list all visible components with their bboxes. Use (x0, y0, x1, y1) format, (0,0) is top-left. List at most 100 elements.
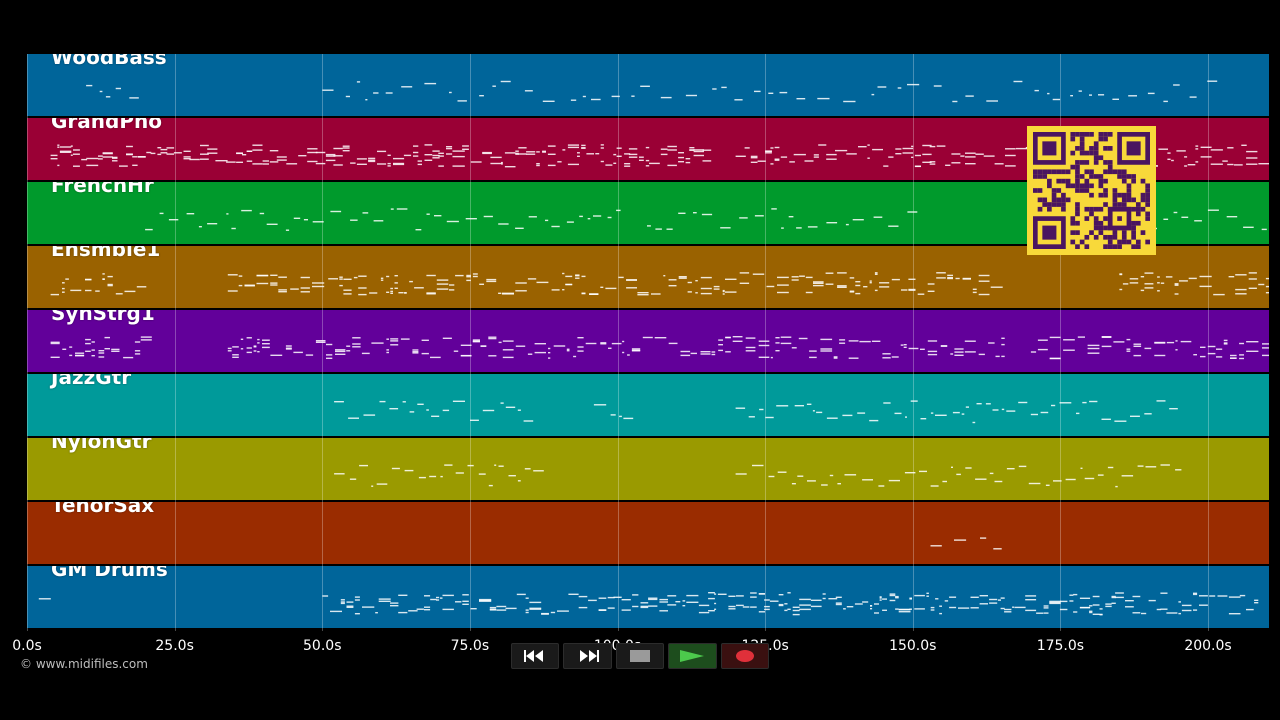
qr-module (1037, 174, 1043, 179)
note (300, 276, 310, 279)
note (929, 163, 936, 165)
qr-code[interactable] (1027, 126, 1156, 255)
note (390, 338, 399, 340)
qr-module (1056, 188, 1062, 193)
track-lane-tenorsax[interactable]: TenorSax (27, 502, 1269, 564)
note (585, 342, 597, 345)
note (1121, 475, 1134, 477)
note (1013, 80, 1023, 83)
note (778, 604, 784, 607)
record-button[interactable] (720, 643, 770, 669)
qr-module (1079, 150, 1085, 156)
fast-forward-button[interactable] (563, 643, 612, 669)
note (687, 291, 692, 293)
note (500, 80, 511, 83)
time-tick-label: 175.0s (1036, 638, 1085, 654)
note (745, 346, 756, 349)
note (1207, 80, 1218, 82)
note (200, 153, 209, 155)
note (1166, 341, 1175, 344)
qr-module (1117, 174, 1122, 179)
note (1174, 284, 1179, 286)
track-lane-ensmble1[interactable]: Ensmble1 (27, 246, 1269, 308)
note (547, 153, 556, 155)
qr-module (1140, 178, 1146, 184)
note (160, 152, 168, 154)
track-lane-nylongtr[interactable]: NylonGtr (27, 438, 1269, 500)
note (844, 474, 857, 476)
note (1128, 95, 1137, 97)
note (1006, 410, 1016, 412)
note (124, 290, 136, 293)
qr-module (1126, 239, 1132, 245)
note (758, 593, 765, 595)
qr-module (1051, 192, 1057, 198)
qr-module (1098, 206, 1104, 212)
qr-module (1112, 169, 1118, 175)
note (1207, 352, 1216, 355)
note (849, 291, 855, 293)
note (525, 611, 529, 614)
note (1051, 404, 1056, 407)
qr-module (1135, 239, 1141, 245)
note (577, 337, 584, 339)
note (1092, 613, 1100, 615)
note (879, 282, 890, 284)
note (909, 598, 912, 600)
note (678, 276, 687, 278)
note (479, 95, 484, 97)
note (371, 485, 374, 487)
note (655, 228, 662, 230)
note (739, 272, 750, 274)
note (515, 282, 527, 284)
note (936, 272, 946, 274)
track-lane-synstrg1[interactable]: SynStrg1 (27, 310, 1269, 372)
track-lane-gm-drums[interactable]: GM Drums (27, 566, 1269, 628)
note (958, 607, 970, 609)
qr-module (1098, 178, 1104, 184)
note (262, 160, 269, 162)
qr-module (1084, 188, 1090, 193)
qr-module (1103, 234, 1108, 240)
note (914, 608, 925, 610)
note (1160, 608, 1168, 610)
note (421, 352, 429, 355)
note (498, 341, 502, 344)
track-lane-jazzgtr[interactable]: JazzGtr (27, 374, 1269, 436)
note (508, 475, 516, 477)
note (375, 612, 378, 614)
note (994, 163, 1004, 165)
note (482, 152, 492, 155)
track-lane-woodbass[interactable]: WoodBass (27, 54, 1269, 116)
note (394, 275, 398, 277)
note (774, 146, 780, 149)
rewind-button[interactable] (511, 643, 560, 669)
note (1012, 606, 1015, 608)
note (462, 600, 469, 602)
note (498, 292, 502, 294)
note (994, 480, 1003, 483)
qr-module (1098, 136, 1104, 142)
note (1115, 592, 1124, 594)
note (682, 600, 686, 602)
note (86, 164, 99, 167)
play-button[interactable] (668, 643, 717, 669)
note (837, 285, 847, 287)
time-tick-label: 150.0s (889, 638, 937, 654)
stop-button[interactable] (615, 643, 665, 669)
note (862, 479, 873, 481)
note (897, 87, 902, 89)
time-tick-label: 75.0s (450, 638, 490, 654)
note (278, 276, 287, 278)
note (764, 605, 770, 608)
qr-module (1140, 197, 1146, 203)
note (1070, 95, 1073, 97)
note (667, 145, 677, 148)
note (1137, 465, 1144, 467)
note (759, 408, 764, 411)
note (833, 356, 838, 358)
note (98, 155, 103, 157)
note (758, 356, 770, 358)
note (527, 353, 533, 355)
note (1130, 415, 1140, 417)
